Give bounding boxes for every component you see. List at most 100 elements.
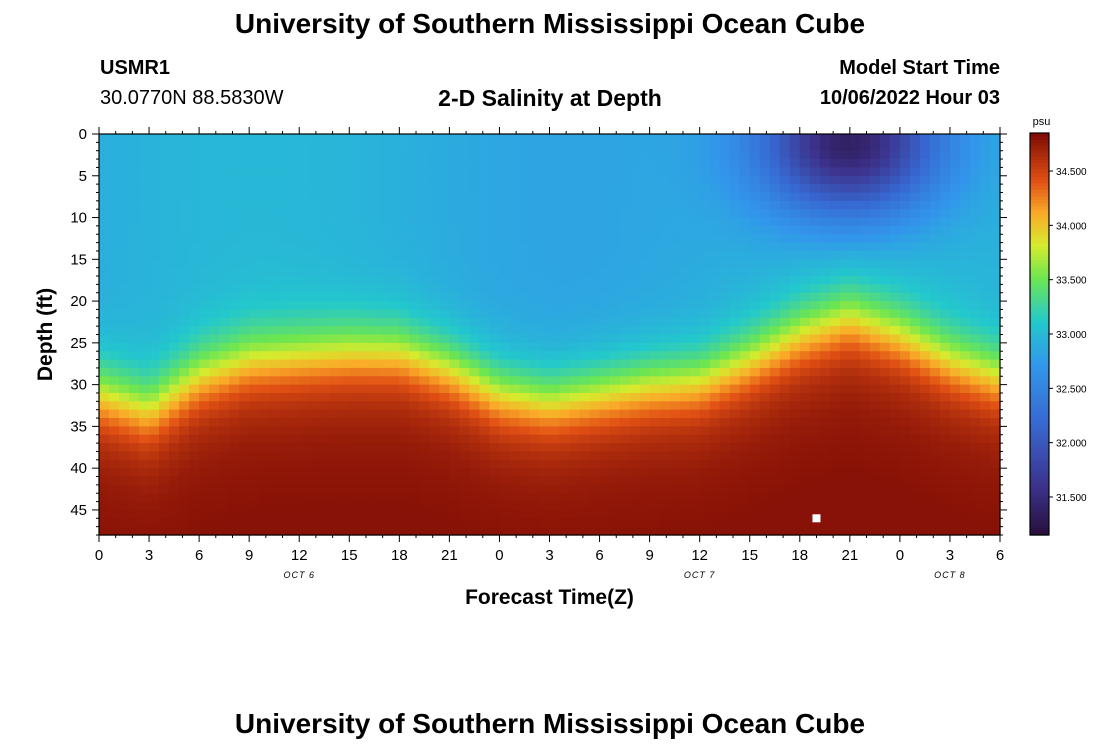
heatmap-cell xyxy=(179,434,190,444)
heatmap-cell xyxy=(119,284,130,294)
heatmap-cell xyxy=(969,192,981,202)
heatmap-cell xyxy=(759,225,771,235)
heatmap-cell xyxy=(879,209,891,219)
heatmap-cell xyxy=(389,309,400,319)
heatmap-cell xyxy=(579,509,591,519)
heatmap-cell xyxy=(409,501,420,511)
heatmap-cell xyxy=(419,367,430,377)
heatmap-cell xyxy=(419,501,430,511)
heatmap-cell xyxy=(179,518,190,528)
heatmap-cell xyxy=(219,376,230,386)
heatmap-cell xyxy=(859,200,871,210)
heatmap-cell xyxy=(899,351,911,361)
heatmap-cell xyxy=(499,234,511,244)
heatmap-cell xyxy=(529,200,541,210)
heatmap-cell xyxy=(259,159,270,169)
heatmap-cell xyxy=(559,351,571,361)
heatmap-cell xyxy=(789,451,801,461)
heatmap-cell xyxy=(889,409,901,419)
heatmap-cell xyxy=(469,409,481,419)
heatmap-cell xyxy=(779,401,791,411)
heatmap-cell xyxy=(609,459,621,469)
heatmap-cell xyxy=(589,250,601,260)
colorbar-segment xyxy=(1030,387,1049,392)
heatmap-cell xyxy=(969,284,981,294)
heatmap-cell xyxy=(659,292,671,302)
heatmap-cell xyxy=(529,192,541,202)
heatmap-cell xyxy=(619,142,631,152)
x-tick-label: 18 xyxy=(791,547,808,564)
heatmap-cell xyxy=(569,443,581,453)
heatmap-cell xyxy=(109,167,120,177)
heatmap-cell xyxy=(529,342,541,352)
heatmap-cell xyxy=(879,351,891,361)
heatmap-cell xyxy=(319,509,330,519)
heatmap-cell xyxy=(589,451,601,461)
heatmap-cell xyxy=(819,326,831,336)
heatmap-cell xyxy=(839,250,851,260)
heatmap-cell xyxy=(919,359,931,369)
heatmap-cell xyxy=(779,459,791,469)
heatmap-cell xyxy=(919,326,931,336)
heatmap-cell xyxy=(809,359,821,369)
heatmap-cell xyxy=(149,468,160,478)
heatmap-cell xyxy=(859,351,871,361)
heatmap-cell xyxy=(559,518,571,528)
heatmap-cell xyxy=(629,167,641,177)
heatmap-cell xyxy=(859,443,871,453)
heatmap-cell xyxy=(279,284,290,294)
heatmap-cell xyxy=(919,484,931,494)
heatmap-cell xyxy=(949,484,961,494)
heatmap-cell xyxy=(279,342,290,352)
heatmap-cell xyxy=(779,217,791,227)
heatmap-cell xyxy=(239,192,250,202)
heatmap-cell xyxy=(519,359,531,369)
heatmap-cell xyxy=(149,150,160,160)
heatmap-cell xyxy=(769,317,781,327)
heatmap-cell xyxy=(299,526,310,536)
heatmap-cell xyxy=(419,401,430,411)
heatmap-cell xyxy=(179,276,190,285)
heatmap-cell xyxy=(929,184,941,194)
heatmap-cell xyxy=(749,468,761,478)
heatmap-cell xyxy=(799,267,811,277)
y-tick-label: 45 xyxy=(70,502,87,519)
heatmap-cell xyxy=(609,134,621,143)
heatmap-cell xyxy=(489,200,501,210)
heatmap-cell xyxy=(489,234,501,244)
heatmap-cell xyxy=(169,376,180,386)
heatmap-cell xyxy=(849,418,861,427)
heatmap-cell xyxy=(869,134,881,143)
heatmap-cell xyxy=(959,384,971,394)
heatmap-cell xyxy=(729,418,741,427)
heatmap-cell xyxy=(449,142,460,152)
heatmap-cell xyxy=(129,317,140,327)
heatmap-cell xyxy=(169,284,180,294)
heatmap-cell xyxy=(589,292,601,302)
heatmap-cell xyxy=(359,326,370,336)
heatmap-cell xyxy=(389,134,400,143)
heatmap-cell xyxy=(159,134,170,143)
heatmap-cell xyxy=(129,484,140,494)
heatmap-cell xyxy=(759,434,771,444)
heatmap-cell xyxy=(139,259,150,269)
heatmap-cell xyxy=(799,334,811,344)
heatmap-cell xyxy=(599,426,611,436)
heatmap-cell xyxy=(989,167,1001,177)
heatmap-cell xyxy=(889,359,901,369)
heatmap-cell xyxy=(879,142,891,152)
heatmap-cell xyxy=(609,334,621,344)
heatmap-cell xyxy=(389,292,400,302)
heatmap-cell xyxy=(779,209,791,219)
heatmap-cell xyxy=(929,142,941,152)
heatmap-cell xyxy=(799,326,811,336)
colorbar-segment xyxy=(1030,159,1049,164)
heatmap-cell xyxy=(959,459,971,469)
heatmap-cell xyxy=(939,443,951,453)
heatmap-cell xyxy=(809,209,821,219)
heatmap-cell xyxy=(129,359,140,369)
heatmap-cell xyxy=(519,326,531,336)
heatmap-cell xyxy=(779,392,791,402)
heatmap-cell xyxy=(829,292,841,302)
